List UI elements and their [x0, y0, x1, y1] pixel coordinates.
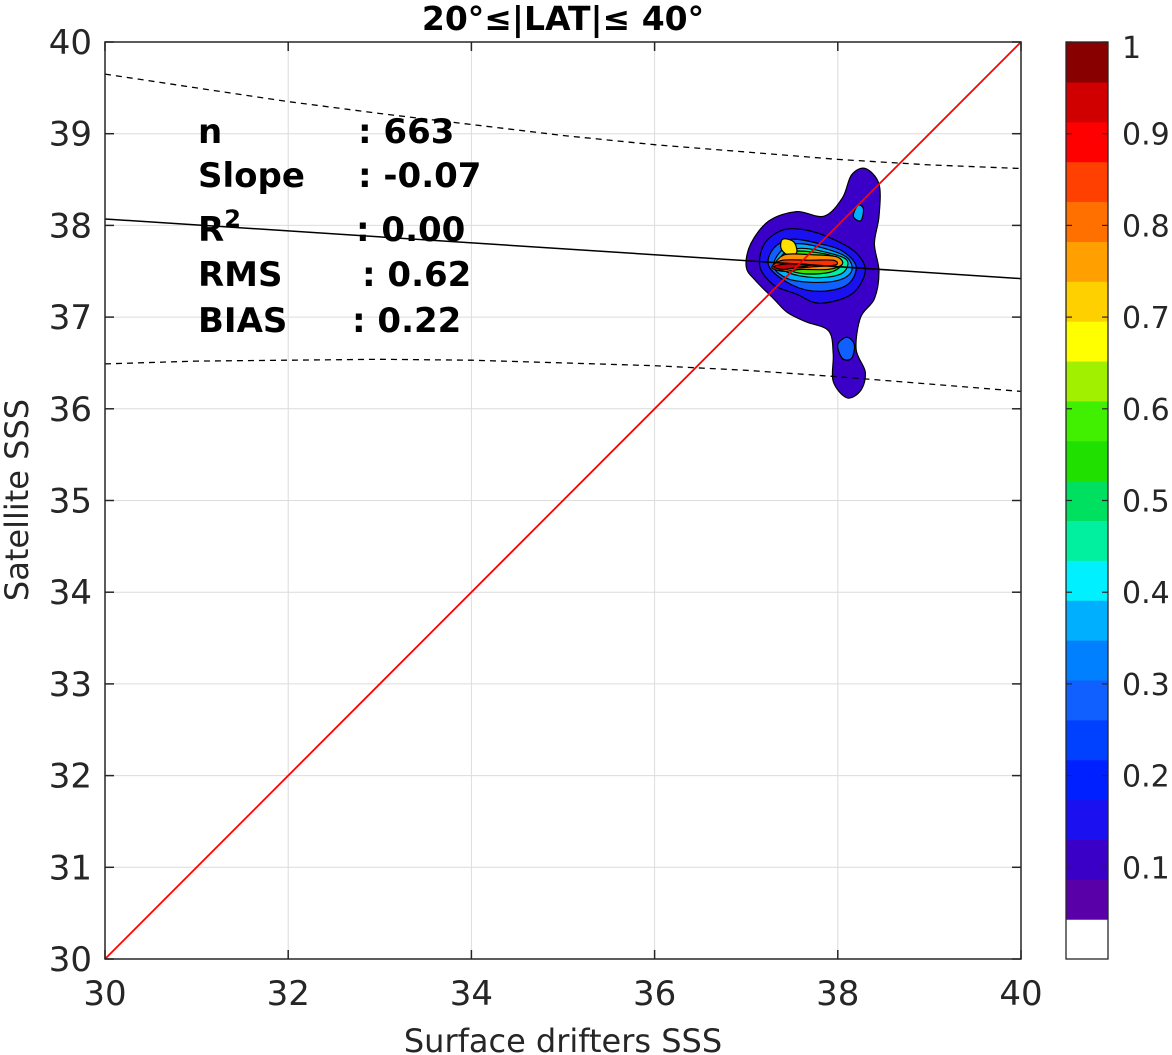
fit-lines — [105, 42, 1021, 959]
colorbar-tick-label: 0.2 — [1122, 760, 1170, 795]
confidence-bound-line — [105, 358, 1021, 393]
stats-value: : 0.22 — [352, 301, 461, 341]
colorbar-segment — [1066, 241, 1108, 282]
y-tick-label: 32 — [49, 757, 92, 797]
colorbar-tick-label: 0.7 — [1122, 301, 1170, 336]
regression-line — [105, 218, 1021, 280]
stats-label: BIAS — [198, 301, 287, 341]
x-tick-label: 30 — [83, 974, 126, 1014]
colorbar-segment — [1066, 879, 1108, 920]
y-tick-label: 31 — [49, 848, 92, 888]
x-axis-label: Surface drifters SSS — [404, 1022, 722, 1055]
colorbar-tick-label: 1 — [1122, 31, 1141, 66]
colorbar-segment — [1066, 600, 1108, 641]
stats-value: : 0.00 — [356, 210, 465, 250]
stats-value: : 0.62 — [362, 255, 471, 295]
colorbar-segment — [1066, 440, 1108, 482]
y-tick-label: 38 — [49, 206, 92, 246]
stats-value: : 663 — [358, 112, 454, 152]
colorbar-tick-label: 0.8 — [1122, 209, 1170, 244]
colorbar-tick-label: 0.4 — [1122, 576, 1170, 611]
axis-ticks — [104, 41, 1022, 960]
colorbar-segment — [1066, 281, 1108, 322]
colorbar-tick-label: 0.1 — [1122, 851, 1170, 886]
colorbar-segment — [1066, 520, 1108, 561]
colorbar-segment — [1066, 161, 1108, 203]
stats-label: RMS — [198, 255, 283, 295]
colorbar-segment — [1066, 759, 1108, 801]
colorbar-segment — [1066, 480, 1108, 522]
density-contour-level — [837, 336, 856, 361]
identity-line — [105, 42, 1021, 959]
x-tick-labels: 30 32 34 36 38 40 — [83, 974, 1042, 1014]
y-tick-label: 35 — [49, 482, 92, 522]
x-tick-label: 40 — [999, 974, 1042, 1014]
x-tick-label: 36 — [633, 974, 676, 1014]
chart-title: 20°≤|LAT|≤ 40° — [422, 0, 704, 38]
y-tick-label: 30 — [49, 940, 92, 980]
y-tick-label: 39 — [49, 115, 92, 155]
y-tick-labels: 30 31 32 33 34 35 36 37 38 39 40 — [49, 23, 92, 980]
colorbar-segment — [1066, 560, 1108, 601]
x-tick-label: 38 — [816, 974, 859, 1014]
confidence-bound-line — [105, 73, 1021, 170]
y-tick-label: 37 — [49, 298, 92, 338]
stats-label: n — [198, 112, 222, 152]
colorbar-segment — [1066, 839, 1108, 880]
colorbar-segment — [1066, 640, 1108, 681]
colorbar-segment — [1066, 42, 1108, 83]
x-tick-label: 34 — [450, 974, 493, 1014]
y-tick-label: 40 — [49, 23, 92, 63]
colorbar-segment — [1066, 360, 1108, 402]
colorbar: 0.1 0.2 0.3 0.4 0.5 0.6 0.7 0.8 0.9 1 — [1065, 31, 1170, 960]
y-axis-label: Satellite SSS — [0, 399, 36, 601]
colorbar-tick-label: 0.6 — [1122, 393, 1170, 428]
colorbar-segment — [1066, 799, 1108, 840]
colorbar-segment — [1066, 719, 1108, 761]
stats-label: Slope — [198, 156, 305, 196]
y-tick-label: 36 — [49, 390, 92, 430]
colorbar-segment — [1066, 400, 1108, 442]
colorbar-segment — [1066, 81, 1108, 123]
colorbar-tick-label: 0.3 — [1122, 668, 1170, 703]
colorbar-segment — [1066, 321, 1108, 362]
colorbar-segment — [1066, 121, 1108, 163]
y-tick-label: 33 — [49, 665, 92, 705]
colorbar-tick-label: 0.5 — [1122, 485, 1170, 520]
stats-value: : -0.07 — [358, 156, 481, 196]
y-tick-label: 34 — [49, 573, 92, 613]
colorbar-segment — [1066, 201, 1108, 242]
colorbar-tick-label: 0.9 — [1122, 118, 1170, 153]
density-contours — [745, 167, 881, 399]
grid-lines — [105, 42, 1021, 959]
colorbar-segment — [1066, 919, 1108, 960]
colorbar-segment — [1066, 679, 1108, 721]
x-tick-label: 32 — [267, 974, 310, 1014]
